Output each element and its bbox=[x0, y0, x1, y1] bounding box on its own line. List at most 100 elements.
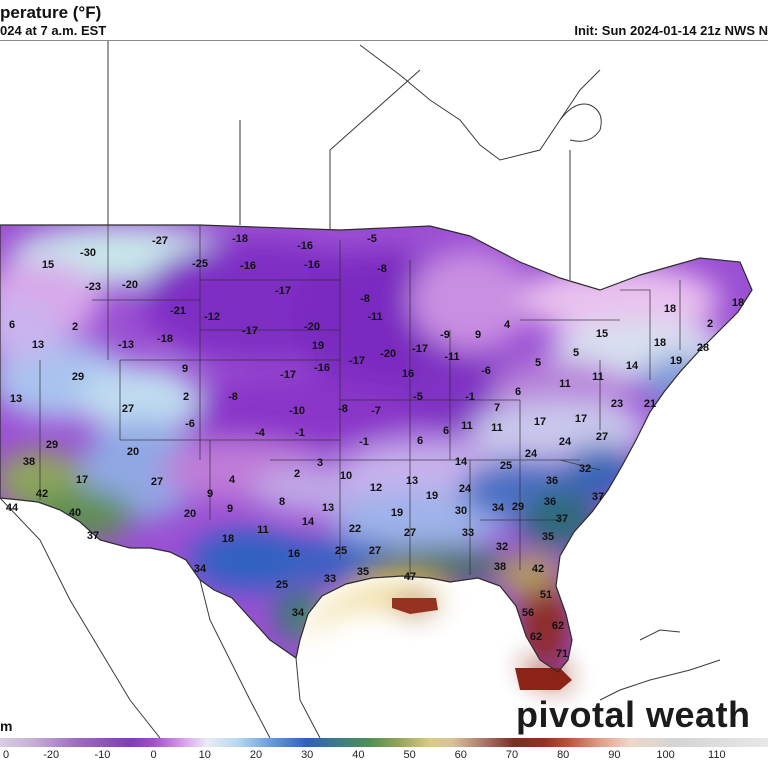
legend-tick-label: 110 bbox=[708, 749, 726, 761]
legend-tick-label: 100 bbox=[656, 749, 675, 761]
temperature-label: 13 bbox=[406, 475, 418, 487]
temperature-label: 35 bbox=[357, 566, 369, 578]
temperature-label: 4 bbox=[504, 319, 511, 331]
temperature-label: -8 bbox=[228, 391, 238, 403]
color-legend: 0 -20 -10 0 10 20 30 40 50 60 70 80 90 100 110 bbox=[0, 738, 768, 768]
temperature-label: 19 bbox=[312, 340, 324, 352]
temperature-label: 29 bbox=[512, 501, 524, 513]
temperature-label: 32 bbox=[496, 541, 508, 553]
temperature-label: -5 bbox=[413, 391, 423, 403]
legend-tick-label: 20 bbox=[249, 749, 263, 761]
temperature-label: 17 bbox=[534, 416, 546, 428]
temperature-label: 6 bbox=[443, 425, 449, 437]
temperature-label: 2 bbox=[183, 391, 189, 403]
temperature-label: -18 bbox=[232, 233, 248, 245]
temperature-label: -4 bbox=[255, 427, 266, 439]
temperature-label: 34 bbox=[194, 563, 207, 575]
temperature-label: 2 bbox=[294, 468, 300, 480]
temperature-label: -16 bbox=[240, 260, 256, 272]
temperature-label: 51 bbox=[540, 589, 552, 601]
temperature-label: 5 bbox=[573, 347, 579, 359]
temperature-label: 40 bbox=[69, 507, 81, 519]
corner-text: m bbox=[0, 718, 13, 734]
temperature-label: 37 bbox=[556, 513, 568, 525]
temperature-label: 15 bbox=[42, 259, 54, 271]
temperature-label: 2 bbox=[72, 321, 78, 333]
temperature-label: 20 bbox=[127, 446, 139, 458]
temperature-label: 25 bbox=[276, 579, 288, 591]
temperature-label: 8 bbox=[279, 496, 285, 508]
temperature-label: 18 bbox=[222, 533, 234, 545]
temperature-label: -18 bbox=[157, 333, 173, 345]
temperature-label: 37 bbox=[87, 530, 99, 542]
temperature-label: 9 bbox=[182, 363, 188, 375]
temperature-label: 30 bbox=[455, 505, 467, 517]
temperature-label: 4 bbox=[229, 474, 236, 486]
temperature-label: 38 bbox=[494, 561, 506, 573]
temperature-label: -23 bbox=[85, 281, 101, 293]
temperature-label: 17 bbox=[575, 413, 587, 425]
temperature-label: 6 bbox=[9, 319, 15, 331]
init-time: Init: Sun 2024-01-14 21z NWS N bbox=[574, 23, 768, 38]
temperature-label: 24 bbox=[525, 448, 538, 460]
temperature-label: 3 bbox=[317, 457, 323, 469]
temperature-label: -8 bbox=[377, 263, 387, 275]
temperature-label: 11 bbox=[559, 378, 571, 390]
temperature-label: 11 bbox=[491, 422, 503, 434]
temperature-label: -1 bbox=[359, 436, 369, 448]
temperature-label: 25 bbox=[335, 545, 347, 557]
temperature-map[interactable]: -30-27 -18-16-515 -25 -16 -16-23 -20-8-17-8-2… bbox=[0, 41, 768, 738]
temperature-label: 42 bbox=[36, 488, 48, 500]
temperature-label: 36 bbox=[546, 475, 558, 487]
temperature-label: -17 bbox=[280, 369, 296, 381]
temperature-label: 2 bbox=[707, 318, 713, 330]
temperature-label: -25 bbox=[192, 258, 208, 270]
temperature-label: 29 bbox=[46, 439, 58, 451]
temperature-label: 37 bbox=[592, 491, 604, 503]
legend-tick-label: -10 bbox=[94, 749, 111, 761]
temperature-label: -16 bbox=[304, 259, 320, 271]
temperature-label: 13 bbox=[322, 502, 334, 514]
temperature-label: 56 bbox=[522, 607, 534, 619]
temperature-label: 21 bbox=[644, 398, 656, 410]
legend-tick-label: 60 bbox=[454, 749, 467, 761]
temperature-label: 36 bbox=[544, 496, 556, 508]
legend-tick-label: 30 bbox=[301, 749, 314, 761]
temperature-label: -17 bbox=[242, 325, 258, 337]
temperature-label: 9 bbox=[227, 503, 233, 515]
legend-tick-label: 0 bbox=[2, 749, 10, 761]
legend-tick-label: 0 bbox=[150, 749, 157, 761]
temperature-label: 25 bbox=[500, 460, 512, 472]
gulf-warm-core bbox=[392, 598, 438, 614]
temperature-label: 27 bbox=[122, 403, 134, 415]
temperature-label: 5 bbox=[535, 357, 541, 369]
temperature-label: -5 bbox=[367, 233, 377, 245]
legend-tick-label: 70 bbox=[505, 749, 519, 761]
temperature-label: -27 bbox=[152, 235, 168, 247]
temperature-label: -13 bbox=[118, 339, 134, 351]
temperature-label: 44 bbox=[6, 502, 19, 514]
temperature-label: 34 bbox=[492, 502, 505, 514]
temperature-label: -16 bbox=[314, 362, 330, 374]
temperature-label: -16 bbox=[297, 240, 313, 252]
temperature-label: 14 bbox=[626, 360, 639, 372]
valid-time: 024 at 7 a.m. EST bbox=[0, 23, 107, 38]
color-legend-strip bbox=[0, 738, 768, 747]
temperature-label: 19 bbox=[670, 355, 682, 367]
temperature-label: 10 bbox=[340, 470, 352, 482]
brand-watermark: pivotal weath bbox=[516, 694, 751, 735]
neighbor-boundaries bbox=[0, 41, 721, 738]
temperature-label: 16 bbox=[288, 548, 300, 560]
temperature-label: 17 bbox=[76, 474, 88, 486]
temperature-label: 19 bbox=[391, 507, 403, 519]
temperature-label: 62 bbox=[552, 620, 564, 632]
temperature-label: -20 bbox=[380, 348, 396, 360]
temperature-label: 24 bbox=[559, 436, 572, 448]
temperature-label: 47 bbox=[404, 571, 416, 583]
temperature-label: -8 bbox=[338, 403, 348, 415]
keys-warm-core bbox=[515, 668, 572, 690]
temperature-label: 16 bbox=[402, 368, 414, 380]
temperature-label: -6 bbox=[481, 365, 491, 377]
temperature-label: -9 bbox=[440, 329, 450, 341]
